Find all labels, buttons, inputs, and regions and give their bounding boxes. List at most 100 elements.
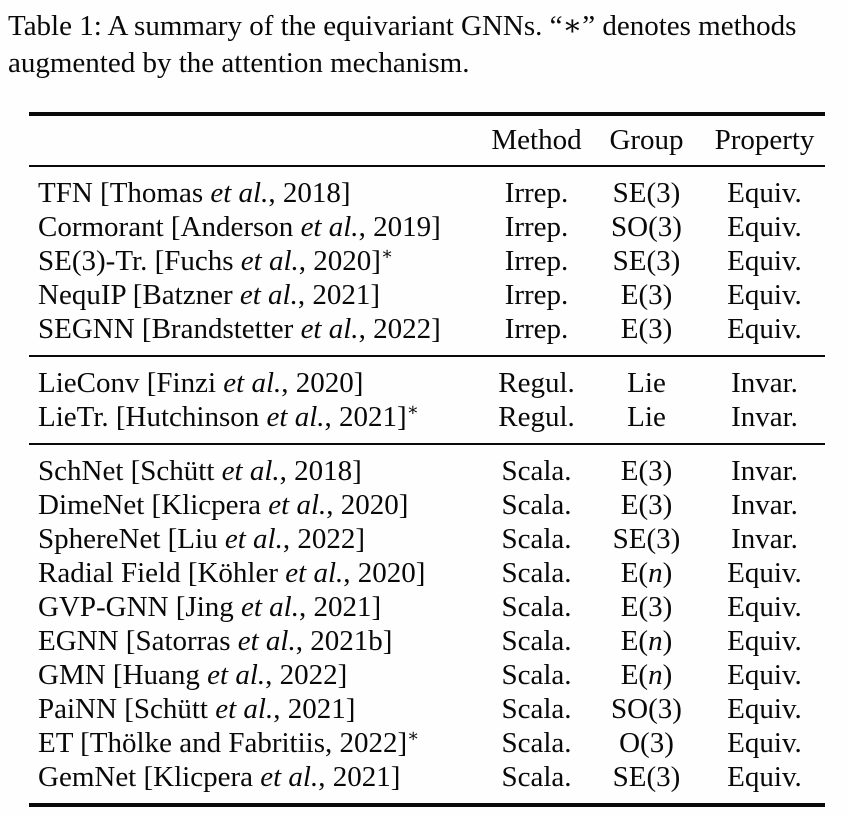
model-name-text: GMN [Huang	[38, 659, 208, 691]
summary-table: Method Group Property TFN [Thomas et al.…	[29, 112, 825, 807]
model-name-text: DimeNet [Klicpera	[38, 489, 269, 521]
method-cell: Irrep.	[504, 279, 569, 311]
model-citation-cell: SchNet [Schütt et al., 2018]	[29, 454, 484, 488]
etal-text: et al.	[266, 401, 325, 433]
model-name-text: EGNN [Satorras	[38, 625, 238, 657]
method-cell: Scala.	[501, 591, 572, 623]
citation-year-text: , 2021]	[324, 401, 407, 433]
model-name-text: Radial Field [Köhler	[38, 557, 286, 589]
attention-star: ∗	[380, 243, 394, 264]
etal-text: et al.	[240, 245, 299, 277]
table-row: EGNN [Satorras et al., 2021b] Scala. E(n…	[29, 624, 825, 658]
citation-year-text: , 2021]	[318, 761, 401, 793]
etal-text: et al.	[285, 557, 344, 589]
table-row: LieTr. [Hutchinson et al., 2021]∗ Regul.…	[29, 400, 825, 434]
group-text: SE(3)	[612, 177, 681, 209]
etal-text: et al.	[237, 625, 296, 657]
group-cell: O(3)	[589, 726, 704, 760]
caption-line-2: augmented by the attention mechanism.	[8, 47, 470, 79]
group-n-italic: n	[648, 659, 663, 691]
model-name-text: LieConv [Finzi	[38, 367, 224, 399]
table-row: TFN [Thomas et al., 2018] Irrep. SE(3) E…	[29, 176, 825, 210]
top-rule	[29, 112, 825, 116]
model-name-text: SEGNN [Brandstetter	[38, 313, 301, 345]
group-n-italic: n	[648, 557, 663, 589]
group-text: E(3)	[620, 591, 673, 623]
group-text: SE(3)	[612, 523, 681, 555]
model-citation-cell: SphereNet [Liu et al., 2022]	[29, 522, 484, 556]
method-cell: Regul.	[498, 401, 575, 433]
group-close-paren: )	[662, 557, 673, 589]
group-cell: E(n)	[589, 624, 704, 658]
model-name-text: ET [Thölke and Fabritiis, 2022]	[38, 727, 408, 759]
etal-text: et al.	[224, 523, 283, 555]
group-text: SE(3)	[612, 761, 681, 793]
group-text: SO(3)	[611, 693, 682, 725]
group-cell: E(3)	[589, 590, 704, 624]
property-cell: Equiv.	[727, 313, 802, 345]
citation-year-text: , 2018]	[279, 455, 362, 487]
table-row: SE(3)-Tr. [Fuchs et al., 2020]∗ Irrep. S…	[29, 244, 825, 278]
group-text: SE(3)	[612, 245, 681, 277]
model-citation-cell: SEGNN [Brandstetter et al., 2022]	[29, 312, 484, 346]
model-name-text: SphereNet [Liu	[38, 523, 225, 555]
table-row: Cormorant [Anderson et al., 2019] Irrep.…	[29, 210, 825, 244]
method-cell: Scala.	[501, 727, 572, 759]
method-cell: Scala.	[501, 455, 572, 487]
table-row: GMN [Huang et al., 2022] Scala. E(n) Equ…	[29, 658, 825, 692]
group-cell: SO(3)	[589, 210, 704, 244]
group-cell: SE(3)	[589, 244, 704, 278]
citation-year-text: , 2021]	[299, 591, 382, 623]
column-header-group: Group	[609, 124, 684, 156]
attention-star: ∗	[406, 399, 419, 420]
property-cell: Equiv.	[727, 177, 802, 209]
group-cell: E(3)	[589, 488, 704, 522]
group-cell: SE(3)	[589, 176, 704, 210]
model-name-text: GVP-GNN [Jing	[38, 591, 241, 623]
model-citation-cell: LieConv [Finzi et al., 2020]	[29, 366, 484, 400]
group-cell: SE(3)	[589, 760, 704, 794]
citation-year-text: , 2020]	[343, 557, 426, 589]
model-citation-cell: LieTr. [Hutchinson et al., 2021]∗	[29, 400, 484, 434]
method-cell: Irrep.	[504, 177, 569, 209]
etal-text: et al.	[210, 177, 269, 209]
method-cell: Scala.	[501, 659, 572, 691]
method-cell: Regul.	[498, 367, 575, 399]
model-citation-cell: PaiNN [Schütt et al., 2021]	[29, 692, 484, 726]
group-cell: Lie	[589, 366, 704, 400]
method-cell: Irrep.	[504, 313, 569, 345]
citation-year-text: , 2020]	[326, 489, 409, 521]
property-cell: Equiv.	[727, 279, 802, 311]
citation-year-text: , 2021b]	[295, 625, 393, 657]
citation-year-text: , 2021]	[297, 279, 381, 311]
column-header-property: Property	[714, 124, 815, 156]
method-cell: Scala.	[501, 693, 572, 725]
group-cell: E(3)	[589, 454, 704, 488]
citation-year-text: , 2018]	[268, 177, 351, 209]
table-row: GemNet [Klicpera et al., 2021] Scala. SE…	[29, 760, 825, 794]
model-citation-cell: GVP-GNN [Jing et al., 2021]	[29, 590, 484, 624]
section-rule	[29, 443, 825, 445]
property-cell: Invar.	[731, 489, 798, 521]
group-cell: E(3)	[589, 278, 704, 312]
table-row: NequIP [Batzner et al., 2021] Irrep. E(3…	[29, 278, 825, 312]
citation-year-text: , 2022]	[282, 523, 366, 555]
table-header-row: Method Group Property	[29, 116, 825, 165]
etal-text: et al.	[239, 279, 298, 311]
group-text: E(	[620, 659, 649, 691]
attention-star: ∗	[407, 725, 420, 746]
group-cell: E(n)	[589, 658, 704, 692]
table-row: PaiNN [Schütt et al., 2021] Scala. SO(3)…	[29, 692, 825, 726]
group-cell: E(3)	[589, 312, 704, 346]
model-name-text: GemNet [Klicpera	[38, 761, 261, 793]
group-close-paren: )	[662, 659, 673, 691]
table-row: GVP-GNN [Jing et al., 2021] Scala. E(3) …	[29, 590, 825, 624]
model-citation-cell: GemNet [Klicpera et al., 2021]	[29, 760, 484, 794]
property-cell: Equiv.	[727, 727, 802, 759]
table-row: ET [Thölke and Fabritiis, 2022]∗ Scala. …	[29, 726, 825, 760]
group-cell: Lie	[589, 400, 704, 434]
table-row: DimeNet [Klicpera et al., 2020] Scala. E…	[29, 488, 825, 522]
property-cell: Equiv.	[727, 591, 802, 623]
group-text: E(3)	[620, 455, 673, 487]
